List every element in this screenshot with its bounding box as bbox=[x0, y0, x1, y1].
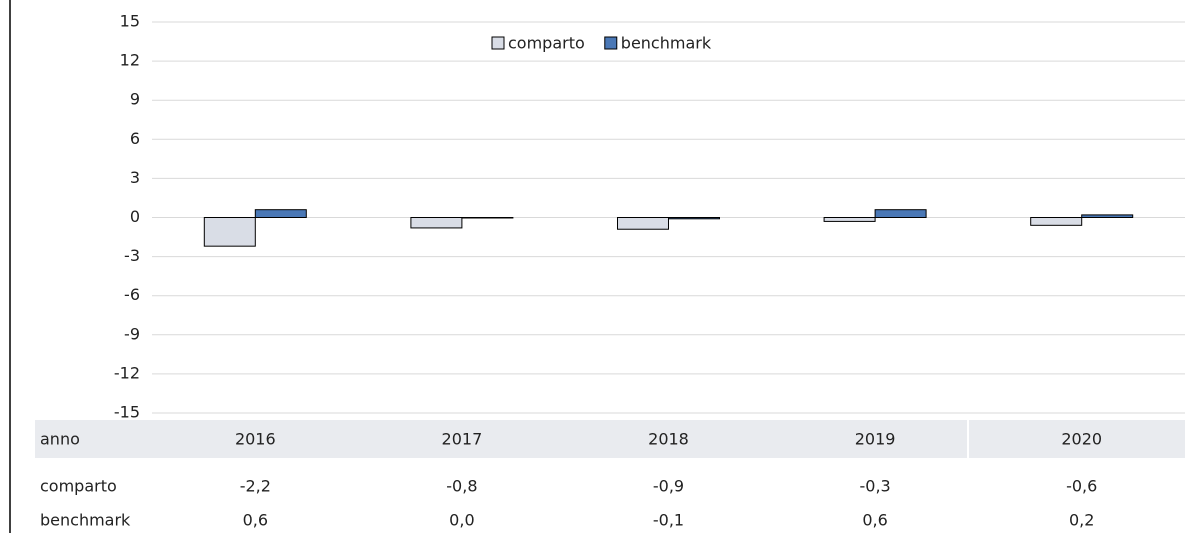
legend-label: comparto bbox=[508, 34, 585, 53]
table-header: anno bbox=[40, 430, 80, 449]
table-value: -0,8 bbox=[446, 477, 477, 496]
bar bbox=[203, 217, 256, 247]
y-tick-label: -12 bbox=[114, 363, 140, 382]
bar bbox=[410, 217, 463, 229]
bar bbox=[1030, 217, 1083, 226]
y-tick-label: 3 bbox=[130, 168, 140, 187]
bar bbox=[823, 217, 876, 222]
y-tick-label: 6 bbox=[130, 129, 140, 148]
table-value: -0,1 bbox=[653, 511, 684, 530]
table-row-label: comparto bbox=[40, 477, 117, 496]
table-header-band bbox=[35, 420, 1185, 458]
table-value: -2,2 bbox=[240, 477, 271, 496]
y-tick-label: -9 bbox=[124, 324, 140, 343]
bar bbox=[254, 209, 307, 218]
bar bbox=[874, 209, 927, 218]
x-tick-label: 2020 bbox=[1061, 430, 1102, 449]
table-value: -0,6 bbox=[1066, 477, 1097, 496]
bar bbox=[461, 217, 514, 219]
table-value: 0,6 bbox=[243, 511, 268, 530]
legend-swatch bbox=[604, 36, 618, 50]
table-value: 0,2 bbox=[1069, 511, 1094, 530]
table-value: -0,3 bbox=[859, 477, 890, 496]
y-tick-label: -15 bbox=[114, 403, 140, 422]
table-row-label: benchmark bbox=[40, 511, 131, 530]
bar bbox=[1081, 214, 1134, 218]
legend-swatch bbox=[491, 36, 505, 50]
y-tick-label: 9 bbox=[130, 90, 140, 109]
table-value: -0,9 bbox=[653, 477, 684, 496]
x-tick-label: 2019 bbox=[855, 430, 896, 449]
y-tick-label: -3 bbox=[124, 246, 140, 265]
legend-label: benchmark bbox=[621, 34, 712, 53]
y-tick-label: 15 bbox=[120, 12, 140, 31]
table-value: 0,0 bbox=[449, 511, 474, 530]
table-value: 0,6 bbox=[862, 511, 887, 530]
bar bbox=[668, 217, 720, 220]
x-tick-label: 2017 bbox=[442, 430, 483, 449]
x-tick-label: 2018 bbox=[648, 430, 689, 449]
bar bbox=[617, 217, 669, 230]
y-tick-label: 12 bbox=[120, 51, 140, 70]
y-tick-label: -6 bbox=[124, 285, 140, 304]
x-tick-label: 2016 bbox=[235, 430, 276, 449]
y-tick-label: 0 bbox=[130, 207, 140, 226]
